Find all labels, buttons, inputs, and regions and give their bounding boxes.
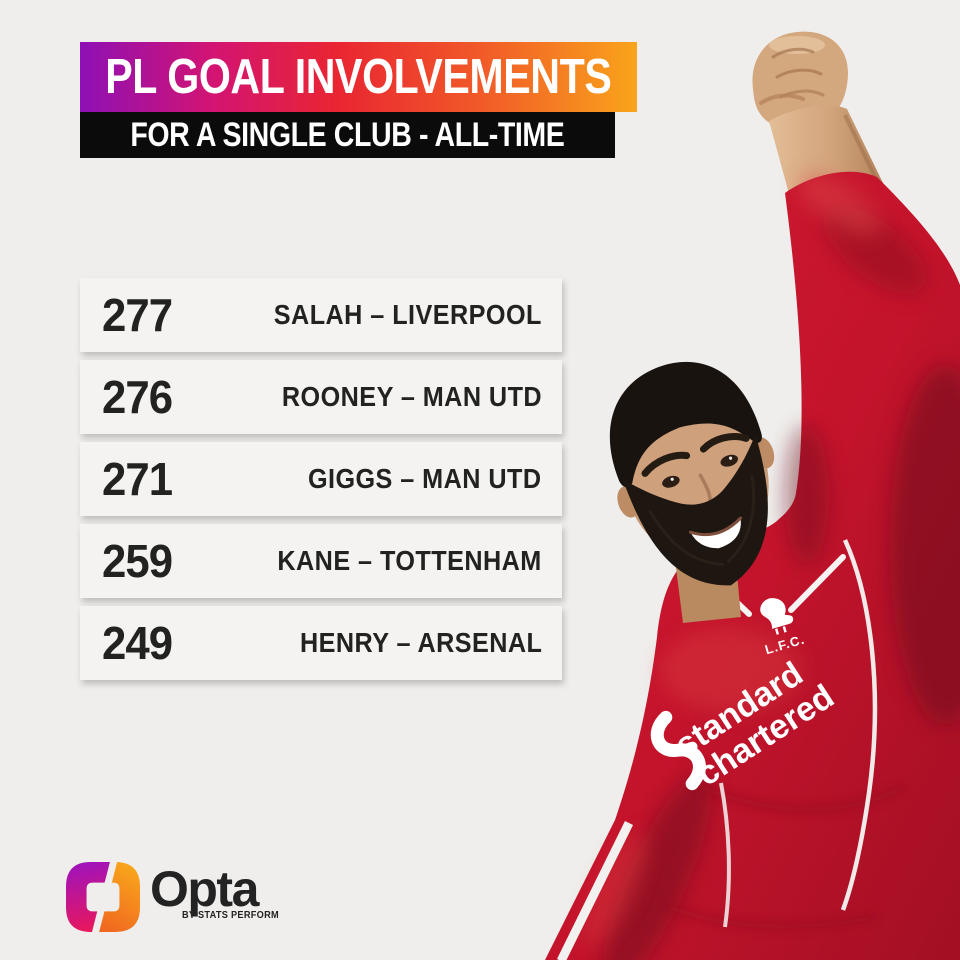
row-label: GIGGS – MAN UTD [308,463,542,494]
table-row: 259 KANE – TOTTENHAM [80,524,562,598]
sponsor-emblem [650,710,706,791]
player-head [610,362,775,586]
opta-wordmark: Opta [150,861,259,917]
subtitle-banner: FOR A SINGLE CLUB - ALL-TIME [80,112,615,158]
table-row: 277 SALAH – LIVERPOOL [80,278,562,352]
opta-wordmark-block: Opta BY STATS PERFORM [150,864,287,921]
title-banner: PL GOAL INVOLVEMENTS [80,42,637,112]
opta-icon [66,862,140,932]
opta-logo: Opta BY STATS PERFORM [66,862,287,932]
row-label: KANE – TOTTENHAM [277,545,542,576]
table-row: 276 ROONEY – MAN UTD [80,360,562,434]
page-subtitle: FOR A SINGLE CLUB - ALL-TIME [130,115,565,154]
row-value: 259 [102,535,173,587]
table-row: 249 HENRY – ARSENAL [80,606,562,680]
jersey: L.F.C. standard chartered [545,171,960,960]
row-value: 249 [102,617,173,669]
row-label: SALAH – LIVERPOOL [273,299,542,330]
row-label: ROONEY – MAN UTD [281,381,542,412]
row-value: 276 [102,371,173,423]
leaderboard: 277 SALAH – LIVERPOOL 276 ROONEY – MAN U… [80,278,562,680]
player-photo: L.F.C. standard chartered [545,31,960,960]
table-row: 271 GIGGS – MAN UTD [80,442,562,516]
page-title: PL GOAL INVOLVEMENTS [105,50,612,104]
row-value: 271 [102,453,173,505]
opta-byline: BY STATS PERFORM [182,910,279,921]
row-value: 277 [102,289,173,341]
row-label: HENRY – ARSENAL [299,627,542,658]
